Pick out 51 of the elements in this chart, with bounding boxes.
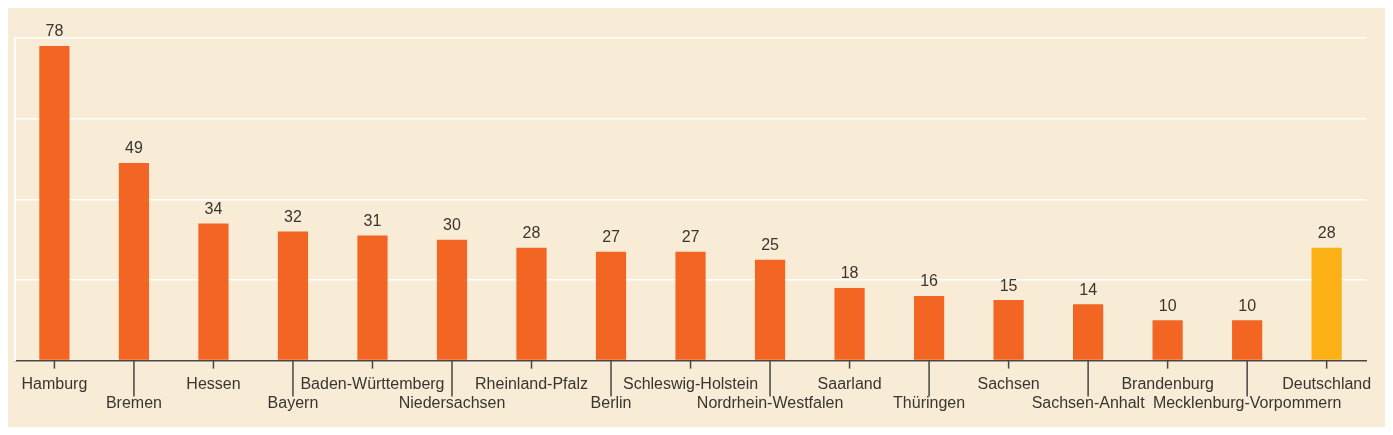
x-tick-label: Saarland [817,374,882,392]
bar [357,235,388,360]
bar [198,223,229,360]
bar [993,300,1024,360]
x-tick-label: Nordrhein-Westfalen [696,393,844,411]
data-label: 32 [284,207,302,225]
bar [1311,247,1342,360]
data-label: 31 [363,212,382,229]
bar [39,46,70,360]
data-label: 78 [45,22,64,40]
bar [595,251,627,360]
data-label: 16 [920,272,939,290]
data-label: 27 [602,228,621,246]
x-tick-label: Sachsen-Anhalt [1031,393,1146,411]
data-label: 27 [681,228,700,246]
x-tick-label: Schleswig-Holstein [622,374,759,392]
bar [1073,304,1104,360]
bar [913,296,945,360]
data-label: 14 [1079,280,1098,298]
bar [436,239,468,360]
x-tick-label: Hessen [186,374,241,392]
x-tick-label: Bremen [105,393,162,411]
data-label: 34 [204,199,223,217]
data-label: 18 [840,264,859,282]
x-tick-label: Deutschland [1282,374,1372,392]
x-tick-label: Bayern [267,393,319,411]
data-label: 28 [1317,224,1336,242]
data-label: 49 [125,139,143,157]
bar [834,288,865,360]
x-tick-label: Rheinland-Pfalz [475,374,588,392]
x-tick-label: Berlin [590,393,632,411]
x-tick-label: Mecklenburg-Vorpommern [1152,393,1342,411]
x-tick-label: Niedersachsen [398,393,506,411]
data-label: 10 [1238,296,1257,314]
bar [277,231,309,360]
bar [516,247,547,360]
bar [1152,320,1183,360]
data-label: 28 [522,224,541,242]
bar [1232,320,1263,360]
x-tick-label: Thüringen [893,393,966,411]
data-label: 25 [761,236,780,254]
data-label: 10 [1158,296,1177,314]
data-label: 15 [999,276,1018,294]
bar [754,259,786,360]
x-tick-label: Baden-Württemberg [300,374,445,392]
bar [675,251,706,360]
data-label: 30 [443,216,461,234]
x-tick-label: Brandenburg [1121,374,1214,392]
x-tick-label: Hamburg [21,374,88,392]
x-tick-label: Sachsen [977,374,1040,392]
bar [118,163,150,360]
